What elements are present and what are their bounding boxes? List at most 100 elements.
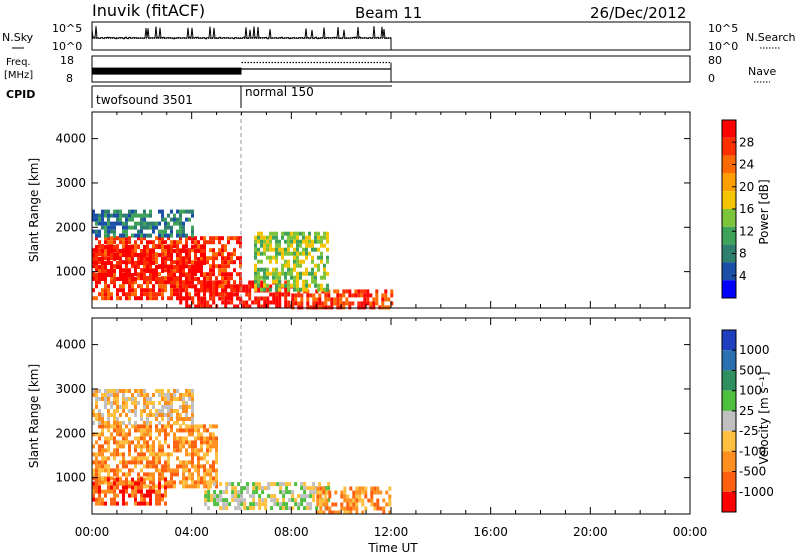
heatmap-cell — [146, 464, 149, 469]
heatmap-cell — [95, 477, 98, 482]
heatmap-cell — [203, 257, 206, 261]
heatmap-cell — [113, 284, 116, 289]
heatmap-cell — [209, 240, 212, 245]
heatmap-cell — [170, 284, 173, 289]
heatmap-cell — [222, 490, 226, 495]
heatmap-cell — [152, 292, 155, 297]
heatmap-cell — [101, 393, 104, 397]
heatmap-cell — [299, 287, 302, 292]
heatmap-cell — [164, 288, 167, 293]
freq-right-tick-top: 80 — [708, 54, 722, 67]
heatmap-cell — [92, 213, 95, 218]
heatmap-cell — [149, 448, 152, 453]
heatmap-cell — [173, 273, 176, 277]
heatmap-cell — [348, 293, 352, 298]
heatmap-cell — [357, 289, 361, 294]
heatmap-cell — [284, 280, 288, 285]
heatmap-cell — [98, 421, 101, 425]
heatmap-cell — [373, 502, 377, 507]
heatmap-cell — [131, 440, 134, 445]
heatmap-cell — [125, 277, 128, 281]
heatmap-cell — [134, 456, 137, 461]
heatmap-cell — [287, 235, 290, 240]
heatmap-cell — [167, 225, 170, 230]
heatmap-cell — [299, 239, 302, 244]
heatmap-cell — [212, 288, 216, 293]
heatmap-cell — [320, 255, 323, 260]
heatmap-cell — [230, 296, 234, 301]
heatmap-cell — [131, 249, 134, 253]
heatmap-cell — [152, 405, 155, 409]
heatmap-cell — [266, 296, 270, 301]
heatmap-cell — [152, 481, 155, 486]
heatmap-cell — [191, 280, 194, 285]
heatmap-cell — [110, 424, 113, 429]
heatmap-cell — [164, 264, 167, 269]
heatmap-cell — [122, 444, 125, 449]
heatmap-cell — [107, 456, 110, 461]
heatmap-cell — [287, 283, 290, 288]
heatmap-cell — [101, 460, 104, 465]
heatmap-cell — [125, 432, 128, 437]
heatmap-cell — [191, 209, 194, 214]
heatmap-cell — [134, 277, 137, 281]
heatmap-cell — [116, 253, 119, 257]
heatmap-cell — [299, 243, 302, 248]
heatmap-cell — [98, 280, 101, 285]
heatmap-cell — [107, 440, 110, 445]
heatmap-cell — [101, 292, 104, 297]
heatmap-cell — [279, 506, 283, 511]
heatmap-cell — [294, 482, 298, 487]
heatmap-cell — [155, 413, 158, 417]
heatmap-cell — [173, 397, 176, 401]
heatmap-cell — [128, 452, 131, 457]
heatmap-cell — [179, 288, 183, 293]
heatmap-cell — [104, 280, 107, 285]
heatmap-cell — [164, 424, 167, 429]
heatmap-cell — [155, 417, 158, 421]
heatmap-cell — [212, 460, 215, 465]
heatmap-cell — [224, 260, 227, 265]
heatmap-cell — [110, 489, 113, 494]
heatmap-cell — [158, 489, 161, 494]
heatmap-cell — [116, 236, 119, 241]
heatmap-cell — [234, 506, 238, 511]
heatmap-cell — [95, 485, 98, 490]
heatmap-cell — [185, 440, 188, 445]
heatmap-cell — [276, 498, 280, 503]
heatmap-cell — [116, 221, 119, 226]
heatmap-cell — [385, 490, 389, 495]
heatmap-cell — [188, 280, 191, 285]
heatmap-cell — [254, 239, 257, 244]
heatmap-cell — [324, 486, 328, 491]
heatmap-cell — [322, 498, 326, 503]
heatmap-cell — [173, 213, 176, 218]
heatmap-cell — [284, 300, 288, 305]
heatmap-cell — [324, 494, 328, 499]
heatmap-cell — [95, 464, 98, 469]
heatmap-cell — [194, 236, 197, 241]
heatmap-cell — [182, 229, 185, 234]
heatmap-cell — [161, 413, 164, 417]
heatmap-cell — [185, 464, 188, 469]
heatmap-cell — [158, 253, 161, 257]
heatmap-cell — [320, 287, 323, 292]
heatmap-cell — [361, 502, 365, 507]
heatmap-cell — [206, 444, 209, 449]
heatmap-cell — [185, 261, 188, 265]
heatmap-cell — [110, 436, 113, 441]
heatmap-cell — [95, 501, 98, 506]
heatmap-cell — [146, 501, 149, 506]
heatmap-cell — [200, 280, 204, 285]
heatmap-cell — [140, 477, 143, 482]
heatmap-cell — [252, 490, 256, 495]
heatmap-cell — [185, 304, 189, 309]
heatmap-cell — [188, 417, 191, 421]
heatmap-cell — [155, 501, 158, 506]
heatmap-cell — [167, 444, 170, 449]
heatmap-cell — [131, 245, 134, 249]
heatmap-cell — [209, 440, 212, 445]
heatmap-cell — [233, 288, 236, 293]
heatmap-cell — [296, 247, 299, 252]
heatmap-cell — [302, 251, 305, 256]
